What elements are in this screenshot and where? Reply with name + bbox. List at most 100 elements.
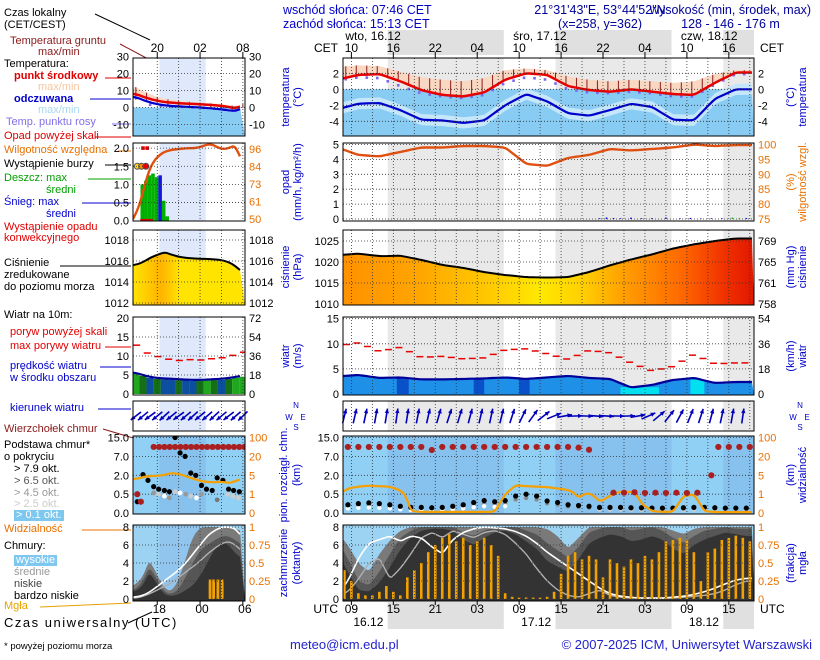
sunrise-time: wschód słońca: 07:46 CET <box>283 3 432 17</box>
axis-tick: 1014 <box>105 277 129 289</box>
axis-tick: 85 <box>758 184 770 196</box>
cloud-base-dot <box>575 502 582 509</box>
fog-bar <box>587 555 591 599</box>
cloud-base-dot-partial <box>356 505 361 511</box>
utc-date-label: 16.12 <box>353 615 383 629</box>
fog-bar <box>216 579 220 599</box>
precip-bar <box>630 217 632 219</box>
cet-hour-label: 10 <box>512 41 526 55</box>
dew-point-dot <box>407 87 411 91</box>
axis-title: ciśnienie <box>280 246 292 289</box>
cloud-base-dot <box>712 505 718 511</box>
sidebar-label-43: Czas uniwersalny (UTC) <box>4 615 178 630</box>
sidebar-label-31: > 7.9 okt. <box>14 463 60 475</box>
cloud-top-dot <box>225 443 232 451</box>
axis-tick: 100 <box>249 433 267 445</box>
fog-bar <box>220 579 224 599</box>
panel-border <box>132 142 246 222</box>
fog-bar <box>412 570 416 599</box>
axis-title: (mm/h, kg/m²/h) <box>292 143 304 221</box>
cet-hour-label: 10 <box>680 41 694 55</box>
cloud-top-dot <box>708 472 715 479</box>
axis-tick: -10 <box>249 120 265 132</box>
axis-title: mgła <box>797 550 809 575</box>
axis-tick: 2 <box>758 68 764 80</box>
sidebar-label-25: prędkość wiatru <box>10 360 88 372</box>
sidebar-label-22: Wiatr na 10m: <box>4 309 73 321</box>
cloud-top-dot <box>355 443 362 451</box>
wind-arrow-head <box>640 413 646 418</box>
axis-tick: 765 <box>758 257 776 269</box>
axis-tick: 0 <box>758 594 764 606</box>
cloud-top-dot <box>407 443 414 451</box>
axis-tick: 5 <box>333 140 339 152</box>
cloud-top-dot <box>470 443 477 451</box>
axis-tick: 61 <box>249 197 261 209</box>
axis-tick: 1 <box>758 489 764 501</box>
cloud-top-dot <box>418 443 425 451</box>
wind-area-bar <box>189 380 197 394</box>
cloud-base-dot-partial <box>183 491 189 497</box>
contact-email-link[interactable]: meteo@icm.edu.pl <box>290 637 399 652</box>
axis-tick: 15 <box>327 314 339 326</box>
panel-border <box>132 57 246 137</box>
axis-tick: 54 <box>249 332 261 344</box>
axis-title: opad <box>280 170 292 194</box>
rain-bar <box>165 216 170 221</box>
axis-tick: 90 <box>758 169 770 181</box>
cloud-base-dot-partial <box>188 493 194 499</box>
rect-shape <box>387 143 504 221</box>
wind-arrow-head <box>374 408 379 414</box>
fog-bar <box>489 545 493 599</box>
axis-tick: 0.5 <box>758 558 773 570</box>
cloud-base-dot <box>554 499 561 506</box>
cloud-base-dot <box>492 499 498 505</box>
cloud-top-dot <box>209 443 216 451</box>
sidebar-label-23: poryw powyżej skali <box>10 326 108 338</box>
dew-point-dot <box>375 76 379 80</box>
rain-bar <box>144 180 148 221</box>
fog-bar <box>608 559 612 599</box>
dew-point-dot <box>721 79 725 82</box>
panel-border <box>342 57 755 137</box>
axis-title: (km) <box>291 464 303 486</box>
cloud-base-dot <box>429 505 435 511</box>
axis-tick: 1012 <box>249 298 273 310</box>
wind-arrow-head <box>669 410 674 415</box>
cloud-top-dot <box>694 489 701 496</box>
legend-leader-line <box>127 611 153 624</box>
wind-arrow-head <box>522 409 526 415</box>
fog-bar <box>559 573 563 599</box>
cloud-base-dot <box>203 486 210 492</box>
cloud-base-dot <box>659 505 666 511</box>
wind-arrow-head <box>238 415 243 421</box>
fog-bar <box>378 591 381 599</box>
axis-tick: 73 <box>249 179 261 191</box>
sidebar-label-19: Ciśnienie <box>4 257 50 269</box>
cet-hour-label: 22 <box>596 41 610 55</box>
sidebar-label-3: max/min <box>38 46 80 58</box>
wind-area-bar <box>239 376 245 394</box>
wind-speed-segment <box>519 379 530 394</box>
fog-bar <box>594 559 598 599</box>
cloud-base-dot <box>523 491 529 497</box>
dew-point-dot <box>459 96 463 100</box>
axis-tick: 7.0 <box>114 451 129 463</box>
wind-area-bar <box>146 377 154 394</box>
axis-tick: 20 <box>117 69 129 81</box>
cloud-top-dot <box>214 443 221 451</box>
axis-tick: 0.0 <box>114 508 129 520</box>
axis-tick: 5 <box>758 470 764 482</box>
cloud-base-dot <box>209 487 215 494</box>
axis-tick: 84 <box>249 162 261 174</box>
sidebar-label-7: odczuwana <box>14 93 74 105</box>
sidebar-label-15: Śnieg: max <box>4 196 60 208</box>
wind-arrow-head <box>202 415 208 421</box>
fog-bar <box>741 537 745 599</box>
wind-arrow-head <box>489 408 494 414</box>
axis-tick: 4 <box>333 558 339 570</box>
axis-tick: 0.5 <box>114 489 129 501</box>
axis-tick: -4 <box>758 116 768 128</box>
axis-tick: 10 <box>117 351 129 363</box>
temperature-series <box>343 65 754 136</box>
